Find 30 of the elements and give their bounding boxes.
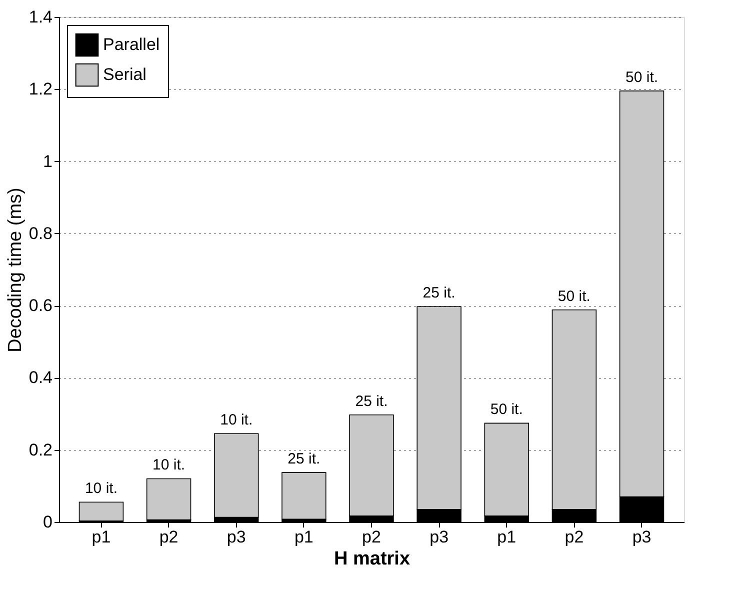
x-tick-label: p1 [294,528,314,546]
x-tick-label: p3 [632,528,652,546]
y-tick-label: 1.4 [28,8,52,26]
x-tick-label: p2 [564,528,584,546]
y-axis-title: Decoding time (ms) [4,188,26,352]
y-tick-label: 1 [43,152,52,171]
x-tick-label: p3 [226,528,246,546]
x-axis-title: H matrix [334,548,410,570]
legend-label: Serial [103,65,146,84]
y-tick-label: 0.2 [28,440,52,460]
annotation: 10 it. [220,412,253,429]
legend-label: Parallel [103,35,160,54]
y-tick-label: 1.2 [28,80,52,99]
x-tick-label: p2 [362,528,381,546]
y-tick-label: 0.4 [28,368,52,388]
y-tick-label: 0 [43,512,52,532]
annotation: 50 it. [558,288,590,305]
annotation: 50 it. [490,401,523,418]
annotation: 25 it. [288,450,320,468]
x-tick-label: p3 [430,528,449,546]
annotation: 25 it. [422,284,456,302]
y-tick-label: 0.8 [28,224,52,243]
x-tick-label: p1 [497,528,516,546]
y-tick-label: 0.6 [28,296,52,316]
x-tick-label: p2 [159,528,178,546]
annotation: 25 it. [355,392,388,410]
x-tick-label: p1 [92,528,111,546]
annotation: 10 it. [84,480,118,498]
annotation: 50 it. [626,68,658,86]
annotation: 10 it. [152,456,186,474]
